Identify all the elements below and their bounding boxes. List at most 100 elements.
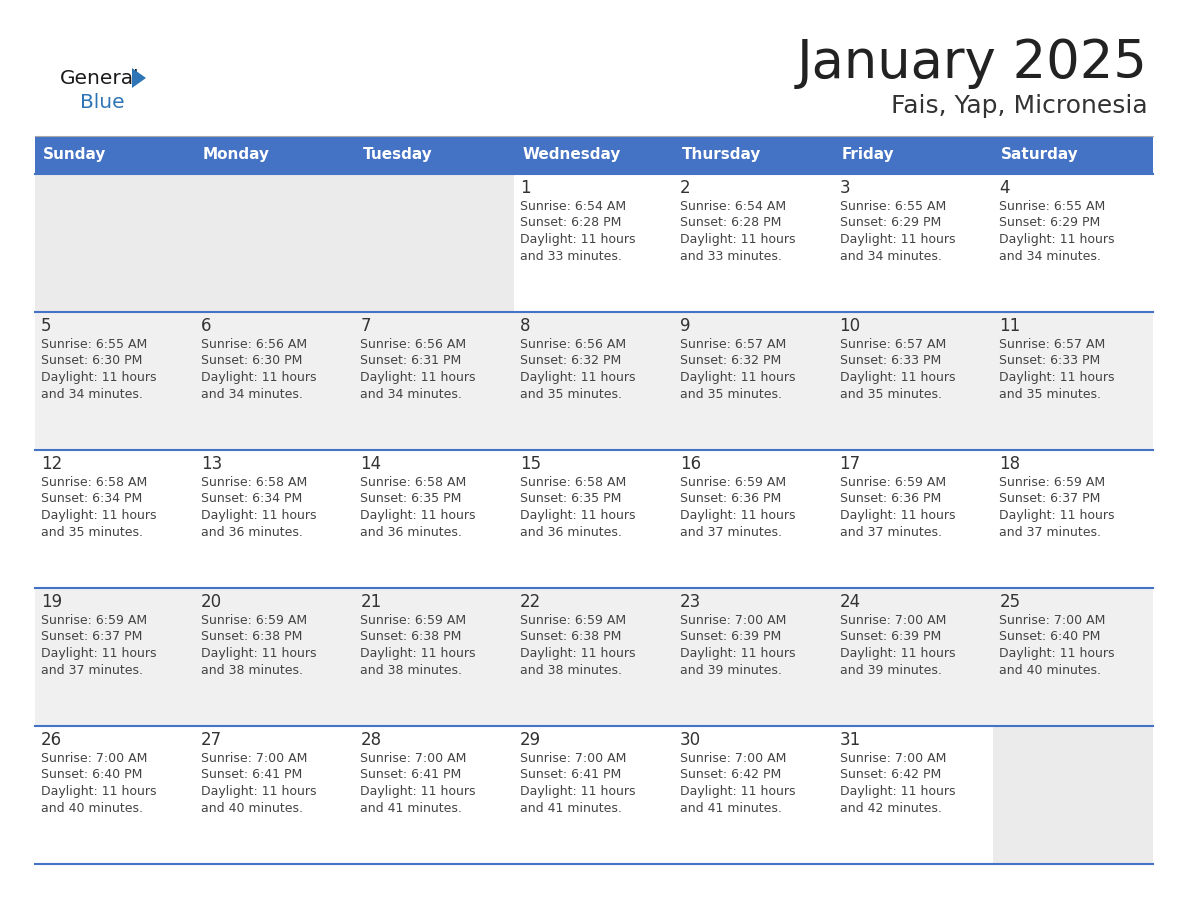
Bar xyxy=(674,726,834,864)
Bar xyxy=(195,136,354,174)
Text: and 40 minutes.: and 40 minutes. xyxy=(999,664,1101,677)
Text: and 37 minutes.: and 37 minutes. xyxy=(999,525,1101,539)
Text: Sunset: 6:36 PM: Sunset: 6:36 PM xyxy=(840,492,941,506)
Text: Sunrise: 6:58 AM: Sunrise: 6:58 AM xyxy=(201,476,307,489)
Text: 9: 9 xyxy=(680,317,690,335)
Text: 7: 7 xyxy=(360,317,371,335)
Bar xyxy=(354,312,514,450)
Text: Friday: Friday xyxy=(841,148,895,162)
Text: Sunrise: 6:54 AM: Sunrise: 6:54 AM xyxy=(520,200,626,213)
Text: 6: 6 xyxy=(201,317,211,335)
Text: 14: 14 xyxy=(360,455,381,473)
Bar xyxy=(993,174,1154,312)
Text: Daylight: 11 hours: Daylight: 11 hours xyxy=(840,785,955,798)
Text: Sunrise: 7:00 AM: Sunrise: 7:00 AM xyxy=(42,752,147,765)
Text: 8: 8 xyxy=(520,317,531,335)
Text: 18: 18 xyxy=(999,455,1020,473)
Text: and 36 minutes.: and 36 minutes. xyxy=(520,525,623,539)
Text: Daylight: 11 hours: Daylight: 11 hours xyxy=(999,647,1114,660)
Text: and 39 minutes.: and 39 minutes. xyxy=(680,664,782,677)
Text: Sunset: 6:31 PM: Sunset: 6:31 PM xyxy=(360,354,462,367)
Text: and 41 minutes.: and 41 minutes. xyxy=(520,801,623,814)
Text: Sunrise: 7:00 AM: Sunrise: 7:00 AM xyxy=(680,752,786,765)
Text: and 38 minutes.: and 38 minutes. xyxy=(201,664,303,677)
Bar xyxy=(354,450,514,588)
Text: 3: 3 xyxy=(840,179,851,197)
Text: Daylight: 11 hours: Daylight: 11 hours xyxy=(680,233,795,246)
Bar xyxy=(993,312,1154,450)
Text: Sunset: 6:42 PM: Sunset: 6:42 PM xyxy=(840,768,941,781)
Bar xyxy=(834,726,993,864)
Bar xyxy=(674,450,834,588)
Text: Daylight: 11 hours: Daylight: 11 hours xyxy=(42,647,157,660)
Bar xyxy=(993,726,1154,864)
Text: Sunset: 6:29 PM: Sunset: 6:29 PM xyxy=(999,217,1100,230)
Text: 25: 25 xyxy=(999,593,1020,611)
Text: Daylight: 11 hours: Daylight: 11 hours xyxy=(999,509,1114,522)
Text: and 34 minutes.: and 34 minutes. xyxy=(42,387,143,400)
Text: and 39 minutes.: and 39 minutes. xyxy=(840,664,941,677)
Text: and 40 minutes.: and 40 minutes. xyxy=(42,801,143,814)
Text: and 33 minutes.: and 33 minutes. xyxy=(520,250,623,263)
Text: Sunset: 6:41 PM: Sunset: 6:41 PM xyxy=(201,768,302,781)
Bar xyxy=(514,588,674,726)
Text: and 41 minutes.: and 41 minutes. xyxy=(680,801,782,814)
Text: Sunrise: 7:00 AM: Sunrise: 7:00 AM xyxy=(520,752,626,765)
Text: Sunrise: 6:59 AM: Sunrise: 6:59 AM xyxy=(520,614,626,627)
Text: Sunrise: 6:57 AM: Sunrise: 6:57 AM xyxy=(680,338,786,351)
Text: 19: 19 xyxy=(42,593,62,611)
Bar xyxy=(514,450,674,588)
Text: Sunrise: 7:00 AM: Sunrise: 7:00 AM xyxy=(360,752,467,765)
Text: Daylight: 11 hours: Daylight: 11 hours xyxy=(840,233,955,246)
Text: 17: 17 xyxy=(840,455,860,473)
Text: Sunrise: 6:57 AM: Sunrise: 6:57 AM xyxy=(840,338,946,351)
Text: 12: 12 xyxy=(42,455,62,473)
Text: Sunset: 6:40 PM: Sunset: 6:40 PM xyxy=(42,768,143,781)
Text: Sunset: 6:39 PM: Sunset: 6:39 PM xyxy=(680,631,781,644)
Text: Sunset: 6:38 PM: Sunset: 6:38 PM xyxy=(520,631,621,644)
Text: Sunset: 6:33 PM: Sunset: 6:33 PM xyxy=(840,354,941,367)
Text: Daylight: 11 hours: Daylight: 11 hours xyxy=(680,509,795,522)
Text: and 35 minutes.: and 35 minutes. xyxy=(520,387,623,400)
Text: Daylight: 11 hours: Daylight: 11 hours xyxy=(999,233,1114,246)
Text: Sunrise: 6:58 AM: Sunrise: 6:58 AM xyxy=(360,476,467,489)
Bar xyxy=(514,726,674,864)
Text: Sunday: Sunday xyxy=(43,148,107,162)
Text: and 34 minutes.: and 34 minutes. xyxy=(360,387,462,400)
Bar xyxy=(34,312,195,450)
Text: Sunrise: 7:00 AM: Sunrise: 7:00 AM xyxy=(680,614,786,627)
Text: Sunrise: 6:56 AM: Sunrise: 6:56 AM xyxy=(201,338,307,351)
Text: Sunset: 6:41 PM: Sunset: 6:41 PM xyxy=(520,768,621,781)
Text: Daylight: 11 hours: Daylight: 11 hours xyxy=(520,509,636,522)
Bar xyxy=(354,726,514,864)
Text: Tuesday: Tuesday xyxy=(362,148,432,162)
Text: Sunrise: 7:00 AM: Sunrise: 7:00 AM xyxy=(840,614,946,627)
Bar xyxy=(993,450,1154,588)
Text: and 38 minutes.: and 38 minutes. xyxy=(360,664,462,677)
Text: Sunrise: 6:59 AM: Sunrise: 6:59 AM xyxy=(360,614,467,627)
Text: 30: 30 xyxy=(680,731,701,749)
Text: Daylight: 11 hours: Daylight: 11 hours xyxy=(42,785,157,798)
Text: and 42 minutes.: and 42 minutes. xyxy=(840,801,941,814)
Bar xyxy=(354,174,514,312)
Text: Sunset: 6:35 PM: Sunset: 6:35 PM xyxy=(360,492,462,506)
Text: 28: 28 xyxy=(360,731,381,749)
Text: 22: 22 xyxy=(520,593,542,611)
Text: Daylight: 11 hours: Daylight: 11 hours xyxy=(520,785,636,798)
Text: and 35 minutes.: and 35 minutes. xyxy=(42,525,143,539)
Text: and 34 minutes.: and 34 minutes. xyxy=(840,250,941,263)
Text: and 36 minutes.: and 36 minutes. xyxy=(201,525,303,539)
Text: Sunset: 6:38 PM: Sunset: 6:38 PM xyxy=(201,631,302,644)
Text: Sunrise: 6:55 AM: Sunrise: 6:55 AM xyxy=(42,338,147,351)
Bar xyxy=(354,588,514,726)
Text: Sunrise: 6:56 AM: Sunrise: 6:56 AM xyxy=(360,338,467,351)
Text: Daylight: 11 hours: Daylight: 11 hours xyxy=(42,371,157,384)
Bar xyxy=(195,450,354,588)
Text: Sunrise: 6:59 AM: Sunrise: 6:59 AM xyxy=(201,614,307,627)
Text: Sunset: 6:42 PM: Sunset: 6:42 PM xyxy=(680,768,781,781)
Bar xyxy=(34,588,195,726)
Text: Sunset: 6:38 PM: Sunset: 6:38 PM xyxy=(360,631,462,644)
Bar xyxy=(993,136,1154,174)
Text: Sunrise: 6:55 AM: Sunrise: 6:55 AM xyxy=(840,200,946,213)
Text: Daylight: 11 hours: Daylight: 11 hours xyxy=(680,371,795,384)
